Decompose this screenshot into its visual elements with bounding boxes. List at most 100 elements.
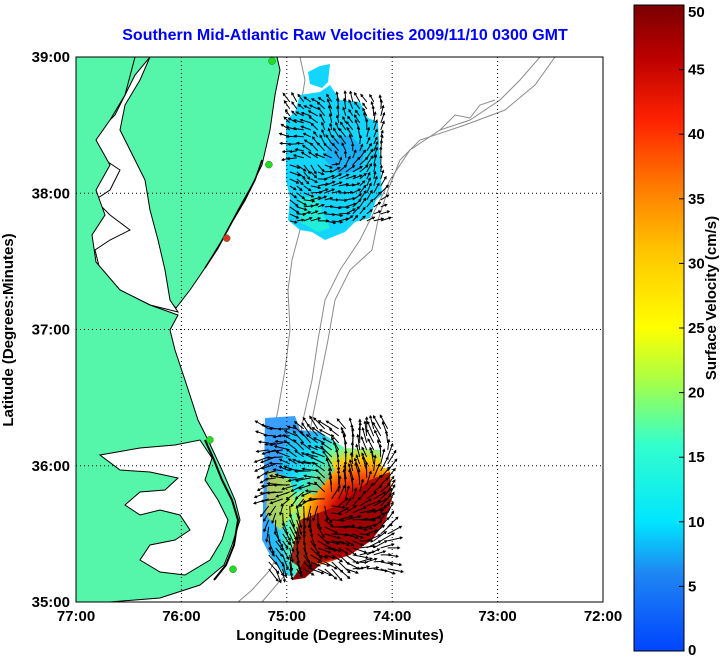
velocity-vector [282,561,288,578]
velocity-vector [310,547,323,559]
velocity-vector [294,477,311,483]
velocity-vector [373,182,380,194]
velocity-vector [380,216,392,222]
colorbar-tick-label-4: 20 [688,385,705,402]
velocity-vector [317,188,329,194]
velocity-vector [323,142,333,152]
velocity-vector [352,198,362,208]
colorbar-tick-label-6: 30 [688,255,705,272]
plot-frame [75,56,604,603]
velocity-vector [294,148,304,152]
velocity-vector [348,108,354,117]
velocity-vector [387,561,403,567]
velocity-vector [309,142,319,152]
velocity-vector [380,184,390,194]
velocity-vector [332,127,340,138]
velocity-vector [363,420,368,436]
velocity-vector [380,175,387,187]
velocity-vector [291,110,298,117]
velocity-vector [331,167,341,173]
velocity-vector [292,119,304,124]
velocity-vector [289,185,297,191]
velocity-vector [328,475,333,492]
velocity-vector [307,110,319,117]
velocity-vector [300,151,312,159]
velocity-vector [289,547,294,564]
velocity-vector [306,423,319,437]
velocity-vector [296,178,304,186]
velocity-vector [293,439,305,451]
velocity-vector [331,220,344,224]
y-tick-label-3: 38:00 [32,185,70,202]
velocity-vector [283,430,297,437]
y-tick-label-0: 35:00 [32,594,70,611]
velocity-vector [299,118,311,124]
velocity-vector [305,452,318,458]
velocity-vector [282,568,287,583]
velocity-vector [294,491,305,500]
velocity-vector [359,215,366,222]
velocity-vector [301,422,312,437]
velocity-vector [291,91,298,103]
velocity-vector [324,533,341,540]
velocity-vector [311,136,319,145]
velocity-vector [354,109,361,117]
velocity-vector [330,434,340,444]
velocity-vector [313,130,319,138]
velocity-vector [345,215,354,222]
radar-station-1 [265,160,273,169]
velocity-vector [362,102,368,110]
velocity-vector [312,437,325,444]
velocity-vector [292,424,305,437]
velocity-vector [369,414,375,430]
velocity-vector [275,450,290,458]
velocity-vector [366,198,374,208]
velocity-vector [313,481,326,493]
velocity-vector [352,533,364,539]
velocity-vector [361,455,368,472]
velocity-vector [317,195,328,201]
velocity-vector [387,568,405,574]
velocity-vector [260,498,276,503]
velocity-vector [373,175,378,187]
velocity-vector [310,561,321,567]
velocity-vector [352,554,370,560]
x-tick-label-2: 75:00 [268,608,306,625]
velocity-vector [311,426,325,437]
velocity-vector [294,469,311,473]
velocity-vector [289,512,296,528]
velocity-vector [269,474,283,479]
velocity-vector [287,458,297,465]
velocity-vector [387,501,394,514]
velocity-vector [373,170,377,180]
velocity-vector [292,126,304,131]
velocity-vector [380,523,393,535]
velocity-vector [317,476,326,486]
velocity-vector [308,115,319,124]
velocity-vector [379,99,383,109]
velocity-vector [367,438,375,451]
colorbar-tick-label-8: 40 [688,126,705,143]
velocity-vector [351,142,355,151]
velocity-vector [357,426,362,443]
velocity-vector [380,477,389,486]
velocity-vector [310,203,320,208]
velocity-vector [324,204,334,209]
y-tick-label-1: 36:00 [32,458,70,475]
velocity-vector [289,192,298,199]
velocity-vector [317,106,326,117]
velocity-vector [322,153,333,159]
velocity-vector [268,568,279,582]
velocity-vector [366,499,382,507]
velocity-vector [331,142,340,152]
velocity-vector [353,114,361,124]
velocity-vector [296,192,306,200]
velocity-vector [346,126,354,138]
velocity-vector [324,164,333,169]
velocity-vector [279,141,290,146]
velocity-vector [275,547,284,558]
radar-station-2 [222,234,231,242]
velocity-vector [289,171,301,177]
x-tick-label-1: 76:00 [162,608,200,625]
velocity-vector [300,491,311,497]
